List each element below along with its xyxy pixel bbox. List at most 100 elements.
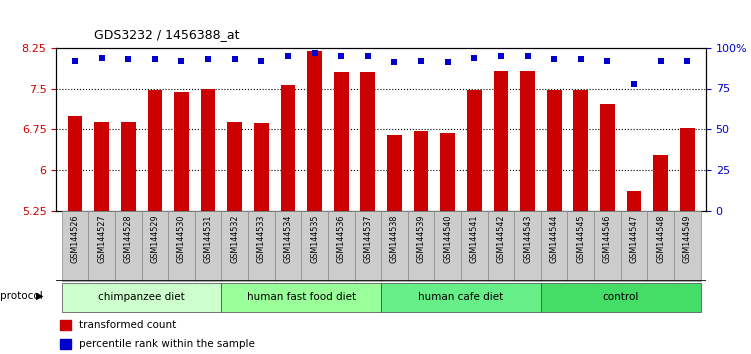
Text: GSM144526: GSM144526 <box>71 214 80 263</box>
Point <box>469 55 481 61</box>
Bar <box>547 90 562 211</box>
Text: GSM144528: GSM144528 <box>124 214 133 263</box>
Bar <box>440 133 455 211</box>
Bar <box>520 71 535 211</box>
Bar <box>95 122 109 211</box>
Point <box>202 56 214 62</box>
Text: GSM144533: GSM144533 <box>257 214 266 263</box>
Bar <box>568 211 594 281</box>
Bar <box>360 72 376 211</box>
Bar <box>301 211 328 281</box>
Bar <box>62 283 222 312</box>
Bar <box>174 92 189 211</box>
Bar <box>434 211 461 281</box>
Bar <box>254 123 269 211</box>
Text: GDS3232 / 1456388_at: GDS3232 / 1456388_at <box>94 28 240 41</box>
Text: chimpanzee diet: chimpanzee diet <box>98 292 185 302</box>
Point <box>495 53 507 59</box>
Bar <box>674 211 701 281</box>
Bar <box>89 211 115 281</box>
Text: GSM144544: GSM144544 <box>550 214 559 263</box>
Point <box>575 56 587 62</box>
Point <box>548 56 560 62</box>
Bar <box>59 339 71 349</box>
Bar <box>354 211 382 281</box>
Bar <box>222 211 248 281</box>
Point <box>122 56 134 62</box>
Bar <box>382 211 408 281</box>
Text: human cafe diet: human cafe diet <box>418 292 504 302</box>
Text: GSM144549: GSM144549 <box>683 214 692 263</box>
Bar <box>574 90 588 211</box>
Bar <box>168 211 195 281</box>
Bar <box>121 122 135 211</box>
Point <box>602 58 614 64</box>
Bar <box>147 90 162 211</box>
Text: GSM144547: GSM144547 <box>629 214 638 263</box>
Text: GSM144546: GSM144546 <box>603 214 612 263</box>
Text: GSM144548: GSM144548 <box>656 214 665 263</box>
Text: GSM144536: GSM144536 <box>336 214 345 263</box>
Text: GSM144540: GSM144540 <box>443 214 452 263</box>
Text: GSM144534: GSM144534 <box>283 214 292 263</box>
Text: GSM144530: GSM144530 <box>177 214 186 263</box>
Bar <box>487 211 514 281</box>
Bar <box>201 88 216 211</box>
Bar <box>307 51 322 211</box>
Bar <box>228 122 242 211</box>
Text: GSM144532: GSM144532 <box>231 214 240 263</box>
Bar <box>115 211 141 281</box>
Bar <box>275 211 301 281</box>
Bar <box>62 211 89 281</box>
Text: GSM144542: GSM144542 <box>496 214 505 263</box>
Point <box>95 55 107 61</box>
Point <box>176 58 188 64</box>
Point <box>442 59 454 65</box>
Text: GSM144541: GSM144541 <box>470 214 479 263</box>
Bar <box>621 211 647 281</box>
Bar <box>680 128 695 211</box>
Bar <box>68 116 83 211</box>
Point <box>282 53 294 59</box>
Bar <box>408 211 434 281</box>
Text: GSM144535: GSM144535 <box>310 214 319 263</box>
Point <box>335 53 347 59</box>
Bar <box>222 283 382 312</box>
Point <box>362 53 374 59</box>
Point <box>655 58 667 64</box>
Text: GSM144537: GSM144537 <box>363 214 372 263</box>
Text: ▶: ▶ <box>36 291 44 301</box>
Bar <box>414 131 428 211</box>
Bar <box>541 283 701 312</box>
Text: GSM144531: GSM144531 <box>204 214 213 263</box>
Text: GSM144545: GSM144545 <box>576 214 585 263</box>
Text: protocol: protocol <box>0 291 43 301</box>
Bar <box>647 211 674 281</box>
Bar <box>387 135 402 211</box>
Bar <box>141 211 168 281</box>
Point <box>309 50 321 56</box>
Bar <box>461 211 487 281</box>
Bar <box>467 90 481 211</box>
Bar <box>334 72 348 211</box>
Point <box>69 58 81 64</box>
Point <box>628 81 640 86</box>
Text: GSM144543: GSM144543 <box>523 214 532 263</box>
Point <box>388 59 400 65</box>
Bar <box>59 320 71 330</box>
Bar <box>600 104 615 211</box>
Bar <box>627 190 641 211</box>
Text: human fast food diet: human fast food diet <box>246 292 356 302</box>
Bar <box>248 211 275 281</box>
Bar <box>195 211 222 281</box>
Bar <box>653 155 668 211</box>
Text: GSM144539: GSM144539 <box>417 214 426 263</box>
Text: control: control <box>602 292 639 302</box>
Text: GSM144538: GSM144538 <box>390 214 399 263</box>
Bar <box>493 71 508 211</box>
Text: transformed count: transformed count <box>79 320 176 330</box>
Bar <box>594 211 621 281</box>
Point <box>255 58 267 64</box>
Point <box>149 56 161 62</box>
Text: percentile rank within the sample: percentile rank within the sample <box>79 339 255 349</box>
